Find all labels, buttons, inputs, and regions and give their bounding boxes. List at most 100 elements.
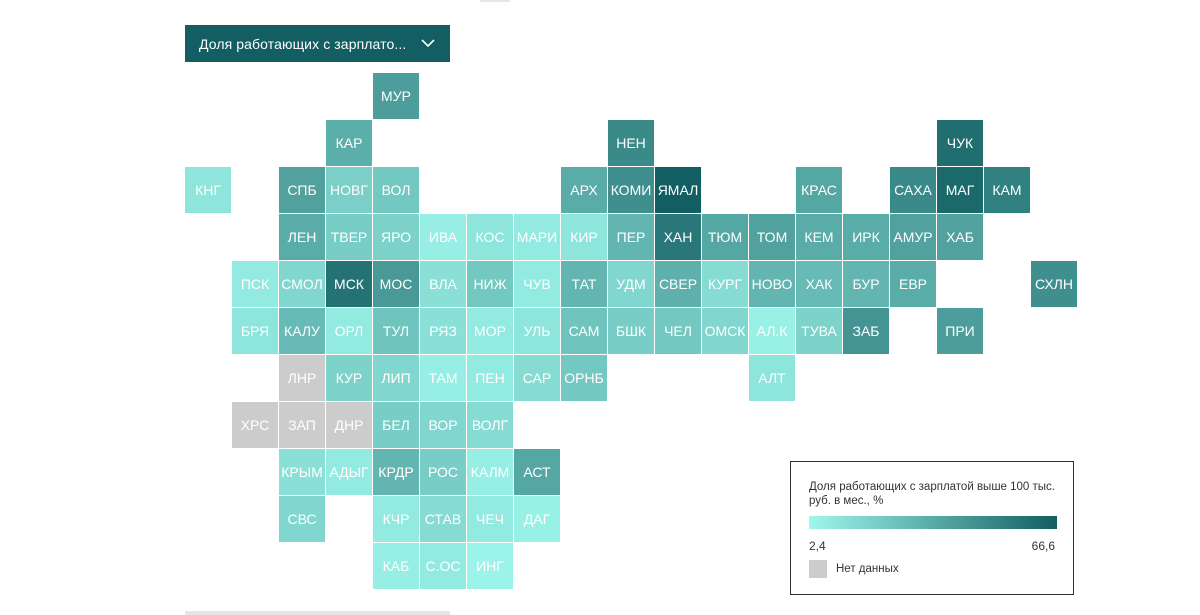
region-tile[interactable]: С.ОС: [420, 543, 466, 589]
region-tile[interactable]: КАМ: [984, 167, 1030, 213]
region-tile[interactable]: ВОР: [420, 402, 466, 448]
region-tile[interactable]: ПЕН: [467, 355, 513, 401]
region-tile[interactable]: ЛЕН: [279, 214, 325, 260]
region-tile[interactable]: НОВГ: [326, 167, 372, 213]
region-tile[interactable]: НЕН: [608, 120, 654, 166]
chevron-down-icon: [420, 36, 436, 52]
region-tile[interactable]: ВОЛГ: [467, 402, 513, 448]
region-tile[interactable]: СТАВ: [420, 496, 466, 542]
region-tile[interactable]: ЧУК: [937, 120, 983, 166]
region-tile[interactable]: КУР: [326, 355, 372, 401]
region-tile[interactable]: КРАС: [796, 167, 842, 213]
region-tile[interactable]: КИР: [561, 214, 607, 260]
region-tile[interactable]: БЕЛ: [373, 402, 419, 448]
region-tile[interactable]: ИРК: [843, 214, 889, 260]
region-tile[interactable]: БШК: [608, 308, 654, 354]
legend-title: Доля работающих с зарплатой выше 100 тыс…: [809, 481, 1055, 507]
region-tile[interactable]: КАР: [326, 120, 372, 166]
legend-min-label: 2,4: [809, 539, 826, 553]
region-tile[interactable]: САХА: [890, 167, 936, 213]
region-tile[interactable]: АМУР: [890, 214, 936, 260]
region-tile[interactable]: РЯЗ: [420, 308, 466, 354]
region-tile[interactable]: ТУВА: [796, 308, 842, 354]
region-tile[interactable]: ХАК: [796, 261, 842, 307]
region-tile[interactable]: СВС: [279, 496, 325, 542]
region-tile[interactable]: РОС: [420, 449, 466, 495]
region-tile[interactable]: КЧР: [373, 496, 419, 542]
region-tile[interactable]: ЛИП: [373, 355, 419, 401]
legend-gradient-bar: [809, 516, 1057, 529]
indicator-dropdown-label: Доля работающих с зарплато...: [199, 35, 407, 52]
region-tile[interactable]: ТВЕР: [326, 214, 372, 260]
region-tile[interactable]: СМОЛ: [279, 261, 325, 307]
region-tile[interactable]: СХЛН: [1031, 261, 1077, 307]
region-tile[interactable]: МОС: [373, 261, 419, 307]
region-tile[interactable]: ВЛА: [420, 261, 466, 307]
region-tile[interactable]: КАЛМ: [467, 449, 513, 495]
region-tile[interactable]: САМ: [561, 308, 607, 354]
region-tile[interactable]: ЯМАЛ: [655, 167, 701, 213]
region-tile[interactable]: КОС: [467, 214, 513, 260]
region-tile[interactable]: КАЛУ: [279, 308, 325, 354]
region-tile[interactable]: УЛЬ: [514, 308, 560, 354]
region-tile[interactable]: ЧУВ: [514, 261, 560, 307]
legend: Доля работающих с зарплатой выше 100 тыс…: [790, 461, 1074, 595]
region-tile[interactable]: ПРИ: [937, 308, 983, 354]
indicator-dropdown[interactable]: Доля работающих с зарплато...: [185, 25, 450, 62]
region-tile[interactable]: КРЫМ: [279, 449, 325, 495]
region-tile[interactable]: ЧЕЧ: [467, 496, 513, 542]
region-tile[interactable]: КЕМ: [796, 214, 842, 260]
bottom-divider: [185, 611, 450, 615]
region-tile[interactable]: АЛ.К: [749, 308, 795, 354]
region-tile[interactable]: САР: [514, 355, 560, 401]
region-tile[interactable]: АДЫГ: [326, 449, 372, 495]
region-tile[interactable]: ТАТ: [561, 261, 607, 307]
region-tile[interactable]: КАБ: [373, 543, 419, 589]
region-tile[interactable]: ДНР: [326, 402, 372, 448]
region-tile[interactable]: ОМСК: [702, 308, 748, 354]
region-tile[interactable]: КНГ: [185, 167, 231, 213]
region-tile[interactable]: ТУЛ: [373, 308, 419, 354]
region-tile[interactable]: МОР: [467, 308, 513, 354]
legend-nodata-label: Нет данных: [836, 563, 899, 575]
region-tile[interactable]: ТЮМ: [702, 214, 748, 260]
region-tile[interactable]: СВЕР: [655, 261, 701, 307]
region-tile[interactable]: БРЯ: [232, 308, 278, 354]
region-tile[interactable]: ПЕР: [608, 214, 654, 260]
region-tile[interactable]: ТАМ: [420, 355, 466, 401]
region-tile[interactable]: АСТ: [514, 449, 560, 495]
region-tile[interactable]: ХАБ: [937, 214, 983, 260]
region-tile[interactable]: АЛТ: [749, 355, 795, 401]
region-tile[interactable]: ТОМ: [749, 214, 795, 260]
region-tile[interactable]: ЧЕЛ: [655, 308, 701, 354]
region-tile[interactable]: МСК: [326, 261, 372, 307]
region-tile[interactable]: ИНГ: [467, 543, 513, 589]
region-tile[interactable]: УДМ: [608, 261, 654, 307]
region-tile[interactable]: НИЖ: [467, 261, 513, 307]
region-tile[interactable]: КУРГ: [702, 261, 748, 307]
region-tile[interactable]: ХРС: [232, 402, 278, 448]
region-tile[interactable]: ВОЛ: [373, 167, 419, 213]
region-tile[interactable]: ХАН: [655, 214, 701, 260]
region-tile[interactable]: МУР: [373, 73, 419, 119]
region-tile[interactable]: ЗАБ: [843, 308, 889, 354]
region-tile[interactable]: ИВА: [420, 214, 466, 260]
region-tile[interactable]: МАГ: [937, 167, 983, 213]
region-tile[interactable]: ПСК: [232, 261, 278, 307]
top-divider: [480, 0, 510, 2]
region-tile[interactable]: АРХ: [561, 167, 607, 213]
region-tile[interactable]: КРДР: [373, 449, 419, 495]
region-tile[interactable]: ОРЛ: [326, 308, 372, 354]
region-tile[interactable]: ЯРО: [373, 214, 419, 260]
region-tile[interactable]: МАРИ: [514, 214, 560, 260]
region-tile[interactable]: СПБ: [279, 167, 325, 213]
region-tile[interactable]: НОВО: [749, 261, 795, 307]
region-tile[interactable]: ОРНБ: [561, 355, 607, 401]
region-tile[interactable]: БУР: [843, 261, 889, 307]
region-tile[interactable]: ЛНР: [279, 355, 325, 401]
region-tile[interactable]: ЕВР: [890, 261, 936, 307]
region-tile[interactable]: ДАГ: [514, 496, 560, 542]
region-tile[interactable]: ЗАП: [279, 402, 325, 448]
region-tile[interactable]: КОМИ: [608, 167, 654, 213]
